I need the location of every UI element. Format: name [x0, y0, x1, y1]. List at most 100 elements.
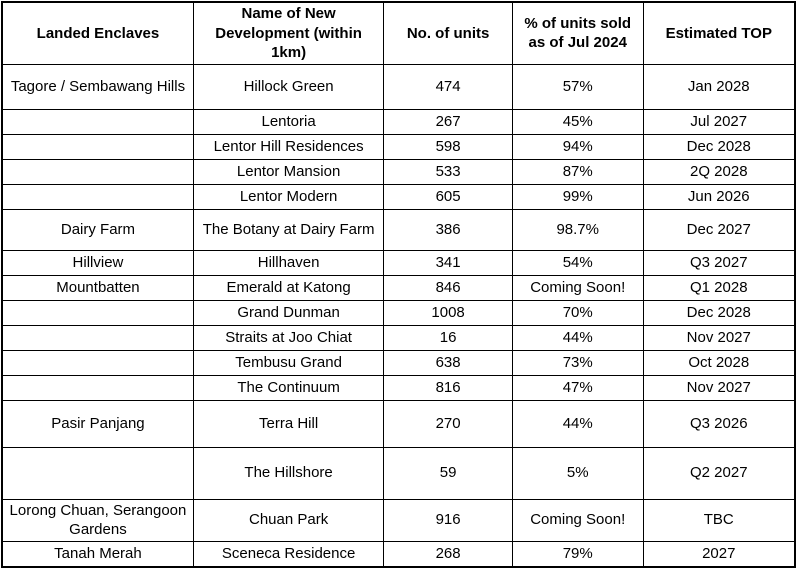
column-header-percent-sold: % of units sold as of Jul 2024 — [511, 1, 644, 65]
enclave-cell — [1, 108, 194, 135]
top-cell: Jul 2027 — [642, 108, 796, 135]
table-row: Dairy Farm The Botany at Dairy Farm 386 … — [1, 208, 796, 251]
table-row: Tembusu Grand 638 73% Oct 2028 — [1, 349, 796, 376]
sold-cell: 57% — [511, 63, 644, 110]
top-cell: Jun 2026 — [642, 183, 796, 210]
development-cell: Grand Dunman — [192, 299, 385, 326]
table-row: The Continuum 816 47% Nov 2027 — [1, 374, 796, 401]
enclave-cell: Lorong Chuan, Serangoon Gardens — [1, 498, 194, 542]
column-header-development-name: Name of New Development (within 1km) — [192, 1, 385, 65]
top-cell: Oct 2028 — [642, 349, 796, 376]
enclave-cell — [1, 446, 194, 500]
top-cell: Nov 2027 — [642, 374, 796, 401]
table-row: Lentoria 267 45% Jul 2027 — [1, 108, 796, 135]
top-cell: Q3 2027 — [642, 249, 796, 276]
development-cell: Lentor Hill Residences — [192, 133, 385, 160]
sold-cell: 54% — [511, 249, 644, 276]
top-cell: 2Q 2028 — [642, 158, 796, 185]
table-container: Landed Enclaves Name of New Development … — [1, 1, 796, 568]
sold-cell: 94% — [511, 133, 644, 160]
development-cell: The Botany at Dairy Farm — [192, 208, 385, 251]
table-row: Tagore / Sembawang Hills Hillock Green 4… — [1, 63, 796, 110]
enclave-cell — [1, 299, 194, 326]
top-cell: Q1 2028 — [642, 274, 796, 301]
sold-cell: 5% — [511, 446, 644, 500]
top-cell: Dec 2028 — [642, 133, 796, 160]
sold-cell: 44% — [511, 324, 644, 351]
units-cell: 59 — [383, 446, 513, 500]
top-cell: Dec 2027 — [642, 208, 796, 251]
development-cell: Tembusu Grand — [192, 349, 385, 376]
units-cell: 533 — [383, 158, 513, 185]
table-row: Lentor Modern 605 99% Jun 2026 — [1, 183, 796, 210]
sold-cell: 98.7% — [511, 208, 644, 251]
table-row: Hillview Hillhaven 341 54% Q3 2027 — [1, 249, 796, 276]
development-cell: Lentoria — [192, 108, 385, 135]
enclave-cell: Dairy Farm — [1, 208, 194, 251]
enclave-cell: Tanah Merah — [1, 540, 194, 567]
units-cell: 598 — [383, 133, 513, 160]
units-cell: 474 — [383, 63, 513, 110]
sold-cell: Coming Soon! — [511, 274, 644, 301]
top-cell: Dec 2028 — [642, 299, 796, 326]
units-cell: 605 — [383, 183, 513, 210]
top-cell: TBC — [642, 498, 796, 542]
sold-cell: 44% — [511, 399, 644, 448]
development-cell: The Continuum — [192, 374, 385, 401]
enclave-cell — [1, 133, 194, 160]
development-cell: The Hillshore — [192, 446, 385, 500]
development-cell: Emerald at Katong — [192, 274, 385, 301]
top-cell: 2027 — [642, 540, 796, 567]
enclave-cell — [1, 158, 194, 185]
units-cell: 846 — [383, 274, 513, 301]
enclave-cell: Mountbatten — [1, 274, 194, 301]
top-cell: Nov 2027 — [642, 324, 796, 351]
table-row: The Hillshore 59 5% Q2 2027 — [1, 446, 796, 500]
enclave-cell: Pasir Panjang — [1, 399, 194, 448]
units-cell: 1008 — [383, 299, 513, 326]
development-cell: Hillock Green — [192, 63, 385, 110]
units-cell: 386 — [383, 208, 513, 251]
enclave-cell — [1, 324, 194, 351]
table-row: Lentor Mansion 533 87% 2Q 2028 — [1, 158, 796, 185]
column-header-estimated-top: Estimated TOP — [642, 1, 796, 65]
units-cell: 816 — [383, 374, 513, 401]
enclave-cell: Hillview — [1, 249, 194, 276]
sold-cell: 99% — [511, 183, 644, 210]
development-cell: Straits at Joo Chiat — [192, 324, 385, 351]
enclave-cell — [1, 374, 194, 401]
table-row: Straits at Joo Chiat 16 44% Nov 2027 — [1, 324, 796, 351]
units-cell: 341 — [383, 249, 513, 276]
table-row: Grand Dunman 1008 70% Dec 2028 — [1, 299, 796, 326]
sold-cell: 87% — [511, 158, 644, 185]
units-cell: 916 — [383, 498, 513, 542]
enclave-cell: Tagore / Sembawang Hills — [1, 63, 194, 110]
sold-cell: 70% — [511, 299, 644, 326]
table-row: Lentor Hill Residences 598 94% Dec 2028 — [1, 133, 796, 160]
table-row: Tanah Merah Sceneca Residence 268 79% 20… — [1, 540, 796, 567]
column-header-no-of-units: No. of units — [383, 1, 513, 65]
top-cell: Q3 2026 — [642, 399, 796, 448]
development-cell: Lentor Mansion — [192, 158, 385, 185]
development-cell: Lentor Modern — [192, 183, 385, 210]
sold-cell: 73% — [511, 349, 644, 376]
sold-cell: 47% — [511, 374, 644, 401]
landed-enclaves-table: Landed Enclaves Name of New Development … — [1, 1, 796, 568]
sold-cell: 79% — [511, 540, 644, 567]
units-cell: 270 — [383, 399, 513, 448]
enclave-cell — [1, 349, 194, 376]
units-cell: 268 — [383, 540, 513, 567]
development-cell: Sceneca Residence — [192, 540, 385, 567]
development-cell: Hillhaven — [192, 249, 385, 276]
sold-cell: Coming Soon! — [511, 498, 644, 542]
enclave-cell — [1, 183, 194, 210]
units-cell: 267 — [383, 108, 513, 135]
top-cell: Q2 2027 — [642, 446, 796, 500]
table-row: Mountbatten Emerald at Katong 846 Coming… — [1, 274, 796, 301]
table-row: Pasir Panjang Terra Hill 270 44% Q3 2026 — [1, 399, 796, 448]
sold-cell: 45% — [511, 108, 644, 135]
units-cell: 16 — [383, 324, 513, 351]
development-cell: Chuan Park — [192, 498, 385, 542]
top-cell: Jan 2028 — [642, 63, 796, 110]
column-header-landed-enclaves: Landed Enclaves — [1, 1, 194, 65]
